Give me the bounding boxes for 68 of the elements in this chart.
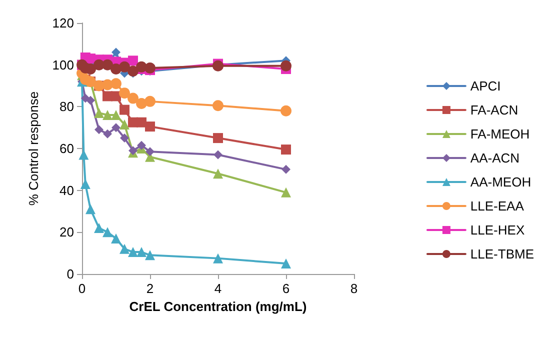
point: [281, 187, 291, 198]
y-tick-label: 20: [60, 224, 74, 240]
legend-label: LLE-EAA: [470, 198, 524, 214]
point: [144, 62, 156, 74]
point: [86, 204, 96, 214]
y-tick-label: 120: [52, 16, 74, 30]
point: [282, 164, 290, 174]
point: [94, 222, 104, 233]
y-axis-title: % Control response: [26, 91, 41, 206]
point: [94, 108, 104, 118]
point: [280, 105, 292, 116]
point: [128, 66, 138, 77]
point: [145, 122, 155, 132]
y-tick-label: 0: [66, 266, 74, 282]
point: [144, 96, 156, 107]
legend-label: FA-ACN: [470, 102, 518, 118]
point: [128, 92, 138, 104]
point: [111, 110, 121, 120]
x-axis-title: CrEL Concentration (mg/mL): [129, 298, 307, 314]
point: [281, 258, 291, 269]
x-tick-label: 2: [146, 281, 154, 296]
point: [80, 179, 90, 190]
point: [136, 117, 146, 128]
point: [112, 48, 120, 57]
point: [145, 250, 155, 260]
point: [85, 64, 96, 75]
point: [119, 61, 130, 72]
legend-label: FA-MEOH: [470, 126, 530, 142]
point: [281, 144, 291, 155]
y-tick-label: 60: [60, 141, 74, 156]
x-tick-label: 8: [350, 281, 358, 296]
point: [102, 227, 112, 238]
point: [214, 150, 222, 160]
x-tick-label: 6: [282, 281, 290, 296]
point: [146, 147, 154, 156]
y-tick-label: 100: [52, 57, 74, 72]
point: [111, 233, 121, 244]
legend-label: LLE-TBME: [470, 246, 534, 262]
point: [112, 123, 120, 132]
point: [136, 247, 146, 258]
point: [128, 56, 138, 66]
point: [103, 129, 112, 138]
point: [86, 96, 95, 105]
x-tick-label: 4: [214, 281, 222, 296]
legend-label: AA-ACN: [470, 150, 520, 166]
point: [120, 244, 130, 254]
legend-label: LLE-HEX: [470, 222, 525, 238]
point: [110, 78, 122, 90]
point: [128, 146, 138, 156]
legend-label: AA-MEOH: [470, 174, 532, 190]
point: [94, 125, 104, 134]
point: [213, 168, 223, 179]
x-tick-label: 0: [78, 281, 86, 296]
point: [120, 134, 129, 143]
point: [137, 140, 146, 150]
point: [280, 60, 292, 72]
point: [213, 133, 223, 144]
point: [128, 247, 138, 258]
point: [119, 88, 130, 99]
point: [213, 253, 223, 264]
point: [120, 104, 130, 115]
legend-label: APCI: [470, 78, 501, 94]
point: [111, 91, 121, 102]
y-tick-label: 80: [60, 99, 74, 114]
point: [212, 100, 224, 112]
y-tick-label: 40: [60, 182, 74, 198]
point: [102, 110, 112, 120]
point: [120, 119, 130, 130]
